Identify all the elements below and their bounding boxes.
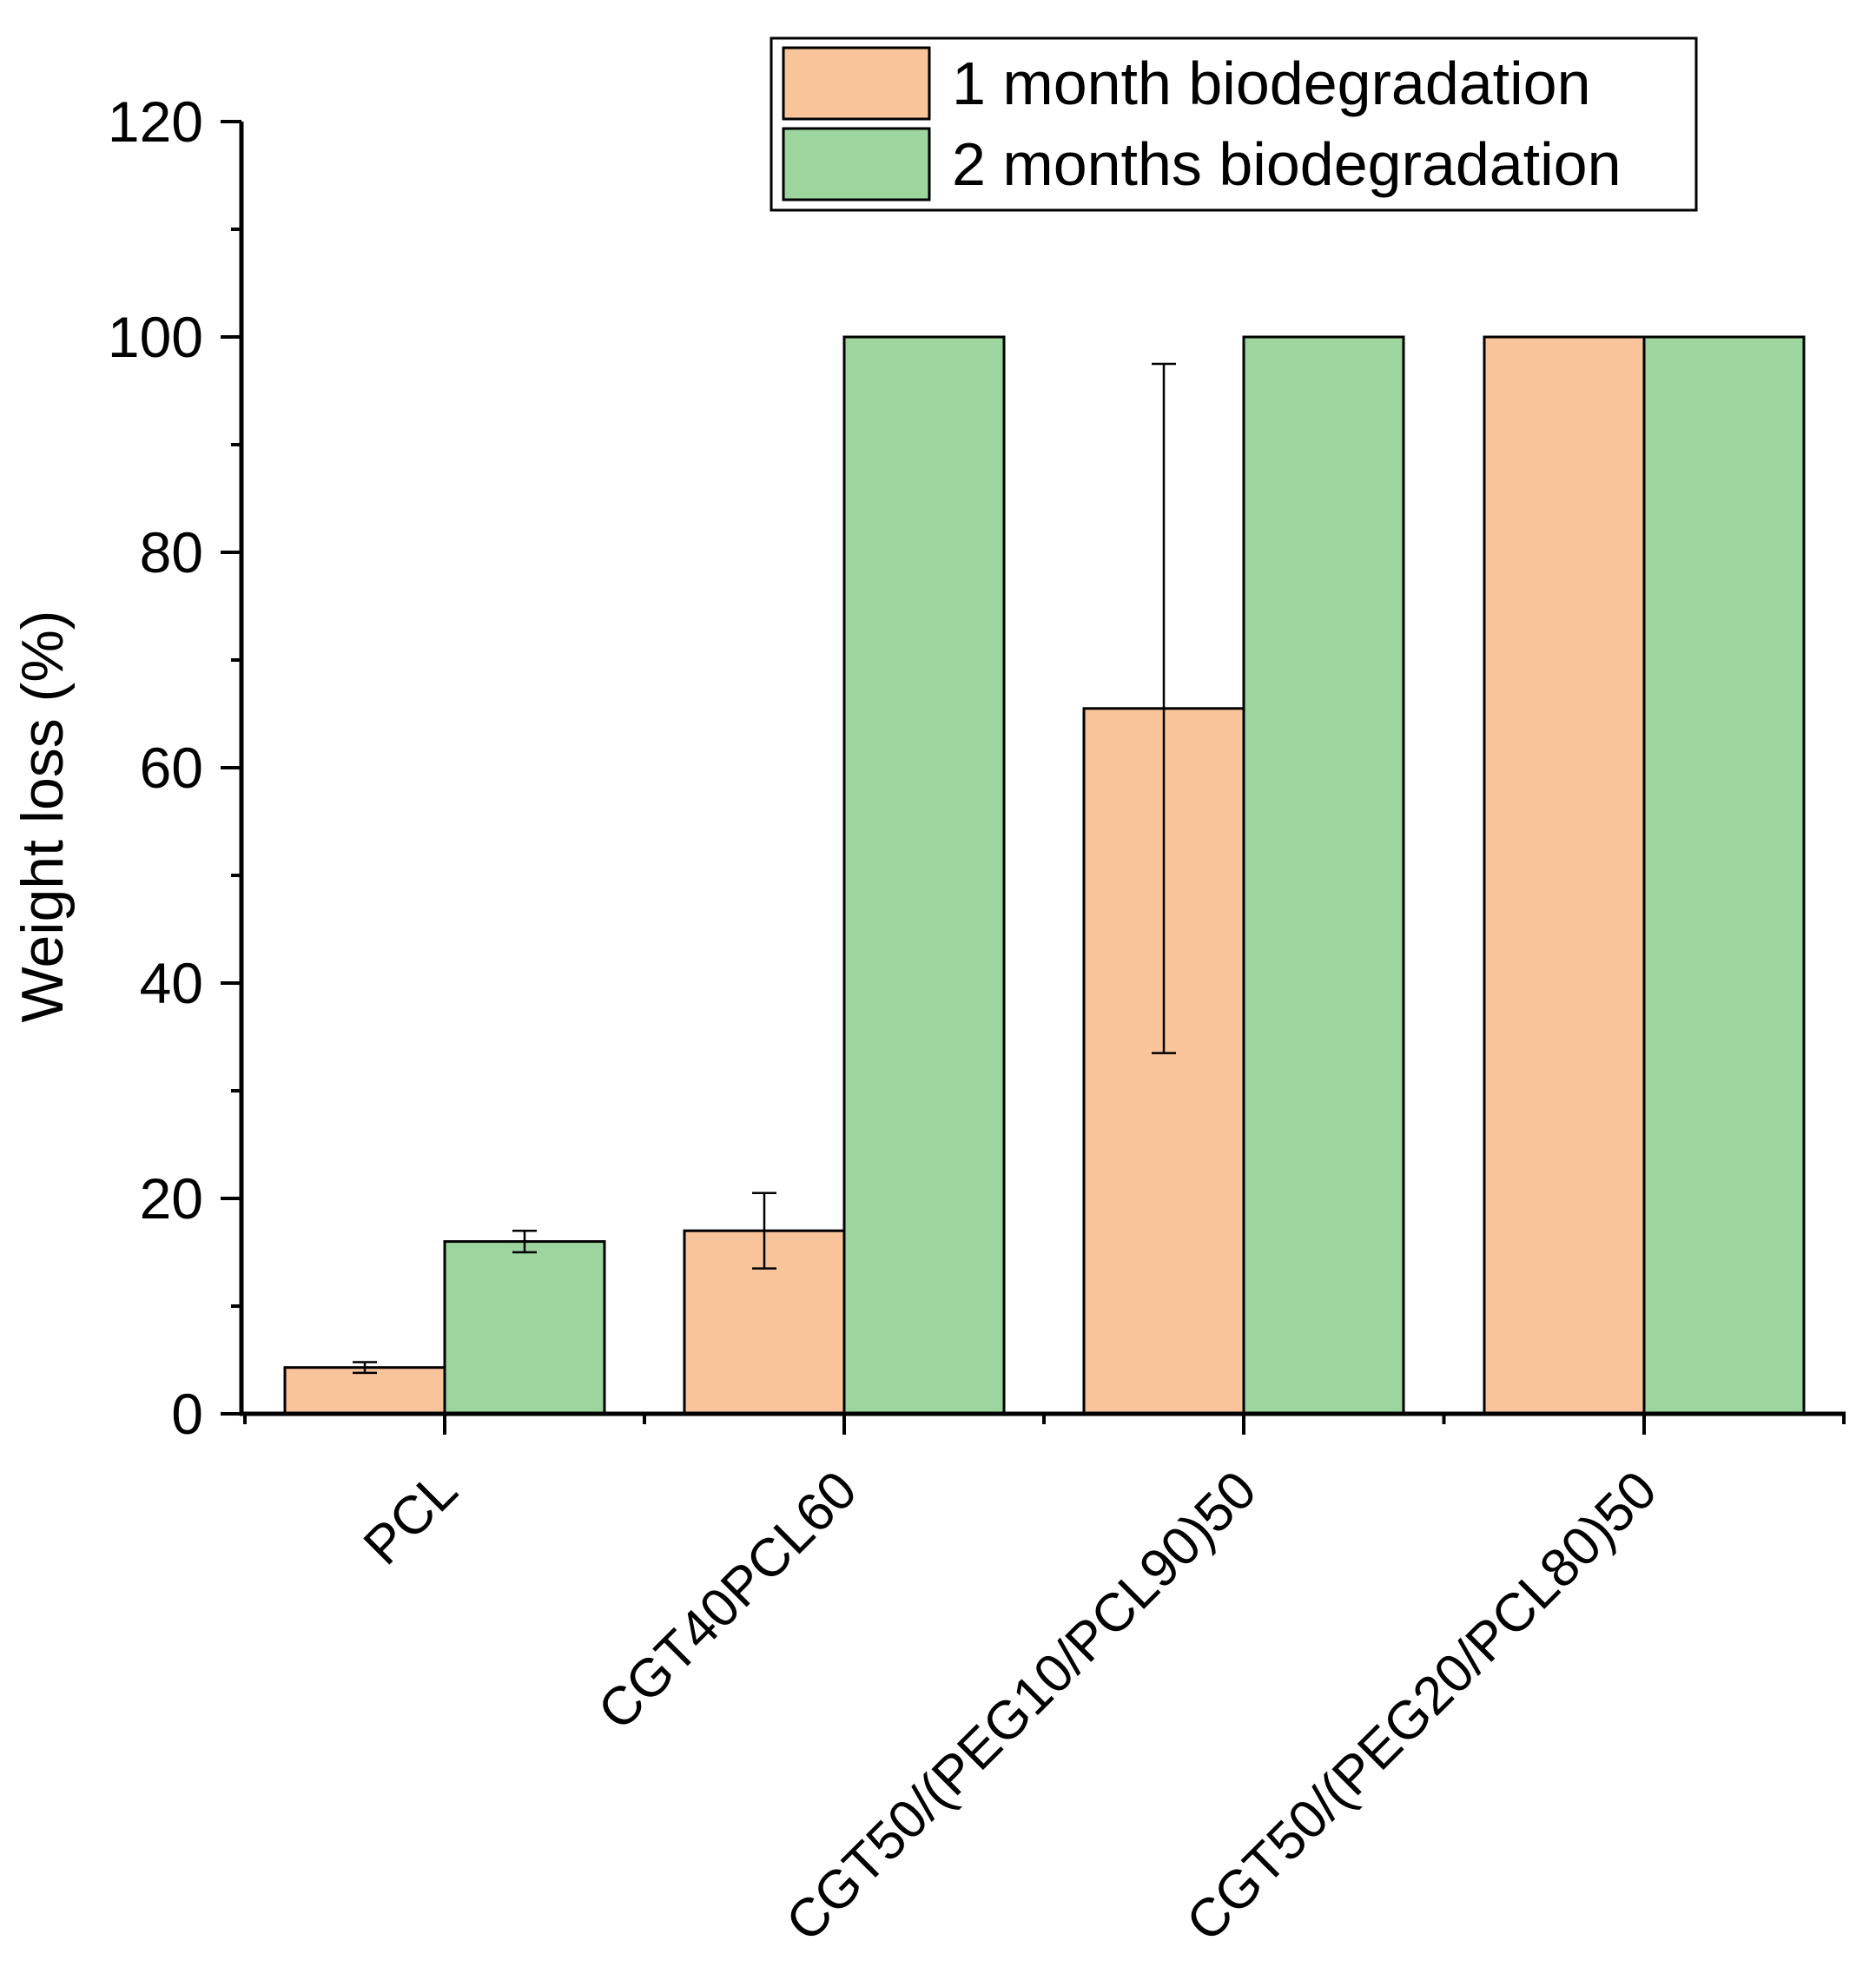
legend-label-1-month: 1 month biodegradation (952, 50, 1591, 117)
x-category-label-cgt40pcl60: CGT40PCL60 (587, 1460, 869, 1741)
x-category-labels: PCL CGT40PCL60CGT50/(PEG10/PCL90)50CGT50/… (353, 1460, 1668, 1953)
bars-group (283, 335, 1806, 1416)
x-category-label-cgt50-peg20-pcl80-50: CGT50/(PEG20/PCL80)50 (1175, 1460, 1668, 1953)
error-bar-pcl-1-month-biodegradation (353, 1361, 377, 1375)
y-axis-title: Weight loss (%) (10, 611, 76, 1023)
error-bar-pcl-2-months-biodegradation (512, 1229, 537, 1254)
bar-pcl-2-months-biodegradation (443, 1240, 606, 1416)
y-tick-label: 100 (108, 305, 203, 369)
y-tick-label: 120 (108, 89, 203, 154)
y-tick-labels: 0 20 40 60 80 100 120 (108, 89, 203, 1446)
axes-group (221, 120, 1846, 1435)
legend-swatch-2-months (782, 127, 931, 201)
y-tick-label: 60 (140, 736, 203, 800)
bar-cgt50-peg10-pcl90-50-2-months-biodegradation (1242, 335, 1405, 1416)
x-category-label-cgt50-peg10-pcl90-50: CGT50/(PEG10/PCL90)50 (775, 1460, 1268, 1953)
error-bar-cgt50-peg10-pcl90-50-1-month-biodegradation (1152, 362, 1176, 1054)
y-tick-label: 20 (140, 1166, 203, 1231)
x-category-label-pcl: PCL (353, 1460, 469, 1576)
error-bar-cgt40pcl60-1-month-biodegradation (752, 1191, 776, 1270)
legend-swatch-1-month (782, 46, 931, 121)
error-bars-group (353, 362, 1176, 1375)
legend-label-2-months: 2 months biodegradation (952, 130, 1622, 198)
bar-cgt50-peg20-pcl80-50-2-months-biodegradation (1642, 335, 1806, 1416)
y-tick-label: 40 (140, 951, 203, 1015)
bar-cgt50-peg20-pcl80-50-1-month-biodegradation (1483, 335, 1646, 1416)
y-tick-label: 0 (171, 1382, 203, 1446)
bar-cgt40pcl60-2-months-biodegradation (842, 335, 1006, 1416)
y-tick-label: 80 (140, 520, 203, 584)
bar-pcl-1-month-biodegradation (283, 1366, 446, 1416)
legend: 1 month biodegradation 2 months biodegra… (770, 36, 1698, 212)
